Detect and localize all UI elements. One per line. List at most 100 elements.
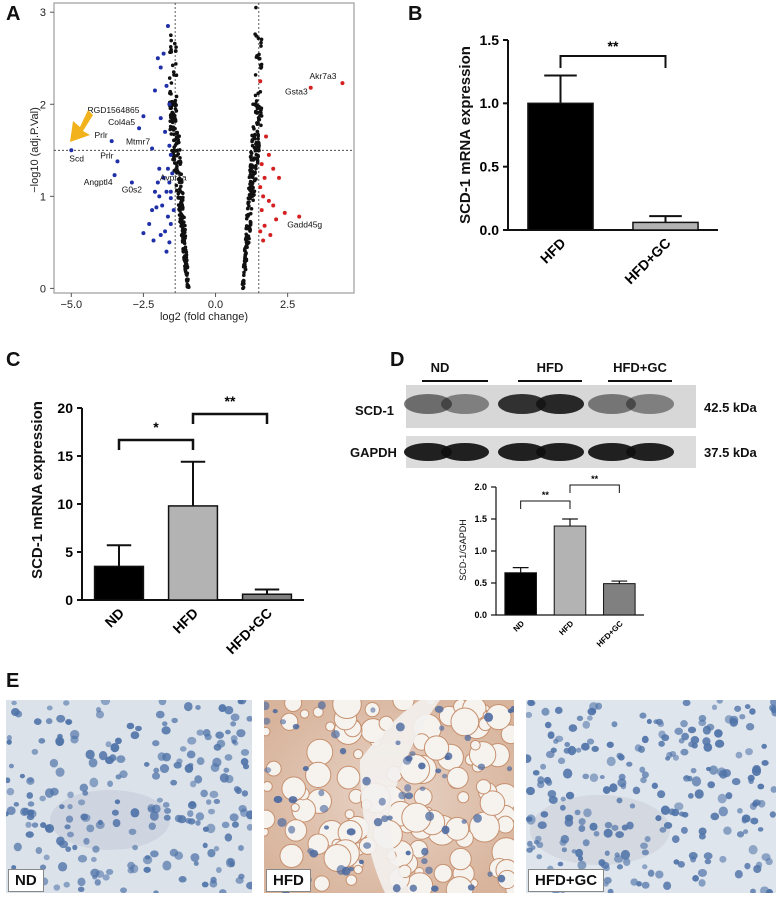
wb-group-nd: ND — [431, 360, 450, 375]
nucleus — [739, 714, 746, 720]
ns-point — [247, 224, 251, 229]
ns-point — [244, 251, 248, 256]
nucleus — [623, 858, 631, 867]
ns-point — [259, 37, 264, 42]
down-point — [167, 240, 172, 245]
lipid-droplet — [449, 847, 472, 871]
nucleus — [616, 752, 623, 759]
nucleus — [761, 743, 767, 749]
nucleus — [149, 811, 159, 821]
nucleus — [153, 890, 159, 893]
ns-point — [243, 246, 247, 251]
ns-point — [255, 129, 260, 134]
gapdh-band — [498, 443, 546, 461]
nucleus — [655, 815, 662, 822]
ns-point — [178, 159, 183, 164]
down-point — [150, 208, 155, 213]
nucleus — [632, 786, 641, 795]
nucleus — [187, 762, 194, 768]
lipid-droplet — [353, 749, 364, 760]
y-tick-label: 2.0 — [474, 482, 487, 492]
y-tick-label: 3 — [40, 7, 46, 19]
nucleus — [13, 802, 20, 807]
down-point — [163, 229, 168, 234]
nucleus — [88, 758, 98, 768]
nucleus — [11, 865, 17, 870]
nucleus — [577, 855, 584, 862]
lipid-droplet — [264, 781, 273, 792]
nucleus — [163, 814, 171, 821]
nucleus — [553, 738, 559, 744]
nucleus — [690, 856, 697, 863]
ns-point — [172, 132, 176, 137]
ns-point — [250, 143, 255, 148]
nucleus — [526, 754, 532, 763]
nucleus — [331, 730, 340, 739]
nucleus — [641, 735, 649, 744]
nucleus — [92, 845, 100, 853]
y-tick-label: 0.0 — [474, 610, 487, 620]
nucleus — [202, 842, 208, 849]
gapdh-band — [536, 443, 584, 461]
nucleus — [288, 825, 296, 834]
nucleus — [246, 881, 252, 890]
nucleus — [441, 825, 450, 835]
nucleus — [461, 819, 467, 824]
up-point — [271, 203, 276, 208]
nucleus — [404, 792, 414, 800]
nucleus — [235, 787, 242, 795]
nucleus — [179, 746, 187, 752]
labeled-point — [297, 214, 302, 219]
nucleus — [77, 886, 85, 893]
ns-point — [257, 52, 261, 57]
gene-label: Angptl4 — [84, 177, 113, 187]
nucleus — [614, 852, 620, 858]
nucleus — [757, 827, 764, 832]
gene-label: Avpr1a — [160, 173, 187, 183]
nucleus — [72, 844, 78, 851]
nucleus — [680, 826, 688, 834]
ns-point — [251, 198, 255, 202]
nucleus — [607, 888, 614, 893]
up-point — [277, 175, 281, 180]
y-tick-label: 1 — [40, 191, 46, 203]
ns-point — [257, 56, 261, 61]
nucleus — [78, 799, 86, 806]
panel-letter-c: C — [6, 349, 20, 371]
nucleus — [483, 712, 494, 723]
nucleus — [647, 869, 655, 877]
nucleus — [264, 767, 272, 773]
nucleus — [152, 740, 160, 747]
ns-point — [183, 245, 188, 249]
nucleus — [162, 801, 170, 808]
nucleus — [537, 780, 545, 789]
nucleus — [348, 866, 354, 872]
nucleus — [209, 790, 219, 799]
nucleus — [744, 704, 751, 710]
nucleus — [195, 705, 201, 710]
nucleus — [196, 729, 204, 736]
nucleus — [615, 831, 624, 839]
nucleus — [56, 836, 65, 846]
nucleus — [706, 766, 712, 772]
nucleus — [609, 783, 618, 793]
nucleus — [711, 704, 718, 711]
nucleus — [33, 718, 42, 726]
ns-point — [178, 156, 182, 160]
nucleus — [716, 700, 723, 704]
nucleus — [215, 866, 222, 874]
significance-label: * — [153, 419, 159, 435]
nucleus — [710, 812, 720, 821]
nucleus — [719, 769, 728, 779]
nucleus — [174, 814, 183, 823]
y-tick-label: 1.0 — [480, 95, 500, 111]
nucleus — [213, 845, 220, 852]
ns-point — [170, 125, 174, 129]
ns-point — [254, 166, 258, 171]
ns-point — [250, 169, 254, 173]
ns-point — [242, 279, 246, 283]
down-point — [141, 231, 146, 236]
nucleus — [595, 702, 603, 710]
ns-point — [179, 224, 183, 228]
nucleus — [65, 846, 72, 852]
